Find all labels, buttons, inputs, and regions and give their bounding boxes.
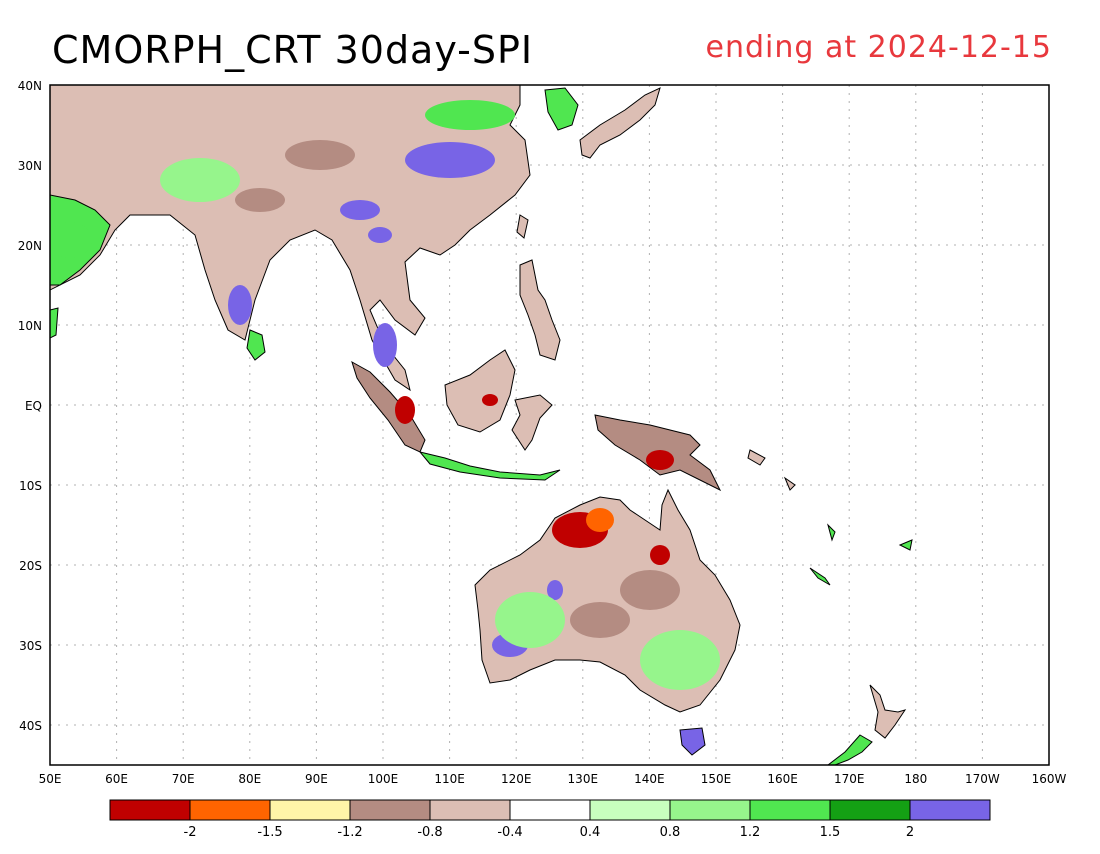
lon-label: 110E xyxy=(434,772,465,786)
new-zealand-north xyxy=(869,684,907,739)
lon-label: 180 xyxy=(904,772,927,786)
new-zealand-south xyxy=(827,734,873,765)
legend-label: 0.8 xyxy=(660,825,681,840)
lon-label: 170E xyxy=(834,772,865,786)
legend-label: -0.4 xyxy=(497,825,522,840)
lat-label: 40N xyxy=(18,79,42,93)
sri-lanka xyxy=(246,329,266,361)
java xyxy=(418,451,561,481)
lat-label: 40S xyxy=(19,719,42,733)
korea xyxy=(544,87,579,131)
legend-label: 0.4 xyxy=(580,825,601,840)
legend-label: 1.5 xyxy=(820,825,841,840)
africa-edge xyxy=(50,307,59,339)
lon-label: 50E xyxy=(39,772,62,786)
map-frame xyxy=(49,84,1050,766)
legend-label: -1.2 xyxy=(337,825,362,840)
legend-label: -2 xyxy=(184,825,197,840)
legend-swatch xyxy=(269,799,351,821)
longitude-labels: 50E 60E 70E 80E 90E 100E 110E 120E 130E 140E 150E 1… xyxy=(39,772,1067,786)
philippines xyxy=(519,259,561,361)
lat-label: 20N xyxy=(18,239,42,253)
lon-label: 160W xyxy=(1032,772,1067,786)
vanuatu xyxy=(827,523,836,542)
legend-swatch xyxy=(909,799,991,821)
sulawesi xyxy=(511,394,553,451)
tasmania xyxy=(679,727,706,756)
solomon-islands xyxy=(747,449,796,491)
legend-swatch xyxy=(669,799,751,821)
fiji xyxy=(898,539,913,551)
legend-swatch xyxy=(429,799,511,821)
legend-swatch xyxy=(109,799,191,821)
lon-label: 130E xyxy=(568,772,599,786)
legend-label: -1.5 xyxy=(257,825,282,840)
lat-label: EQ xyxy=(25,399,42,413)
lon-label: 160E xyxy=(767,772,798,786)
lon-label: 90E xyxy=(305,772,328,786)
lon-label: 100E xyxy=(368,772,399,786)
japan xyxy=(579,87,661,159)
legend-label: 2 xyxy=(906,825,914,840)
lon-label: 140E xyxy=(634,772,665,786)
legend-swatch xyxy=(829,799,911,821)
lat-label: 30N xyxy=(18,159,42,173)
lon-label: 60E xyxy=(105,772,128,786)
lon-label: 70E xyxy=(172,772,195,786)
lon-label: 120E xyxy=(501,772,532,786)
color-legend: -2 -1.5 -1.2 -0.8 -0.4 0.4 0.8 1.2 1.5 2 xyxy=(109,799,991,840)
lat-label: 10N xyxy=(18,319,42,333)
latitude-labels: 40N 30N 20N 10N EQ 10S 20S 30S 40S xyxy=(18,79,42,733)
legend-swatch xyxy=(509,799,591,821)
borneo xyxy=(444,349,516,433)
lon-label: 150E xyxy=(701,772,732,786)
date-label: ending at 2024-12-15 xyxy=(705,30,1052,65)
asia-landmass xyxy=(50,85,531,392)
legend-swatch xyxy=(749,799,831,821)
legend-swatch xyxy=(349,799,431,821)
lon-label: 80E xyxy=(238,772,261,786)
lon-label: 170W xyxy=(965,772,1000,786)
legend-swatch xyxy=(189,799,271,821)
lat-label: 30S xyxy=(19,639,42,653)
lat-label: 20S xyxy=(19,559,42,573)
spi-anomalies xyxy=(50,100,720,690)
legend-label: 1.2 xyxy=(740,825,761,840)
legend-label: -0.8 xyxy=(417,825,442,840)
taiwan xyxy=(516,214,529,239)
lat-label: 10S xyxy=(19,479,42,493)
map-title: CMORPH_CRT 30day-SPI xyxy=(52,28,534,72)
legend-swatch xyxy=(589,799,671,821)
new-caledonia xyxy=(809,567,831,586)
